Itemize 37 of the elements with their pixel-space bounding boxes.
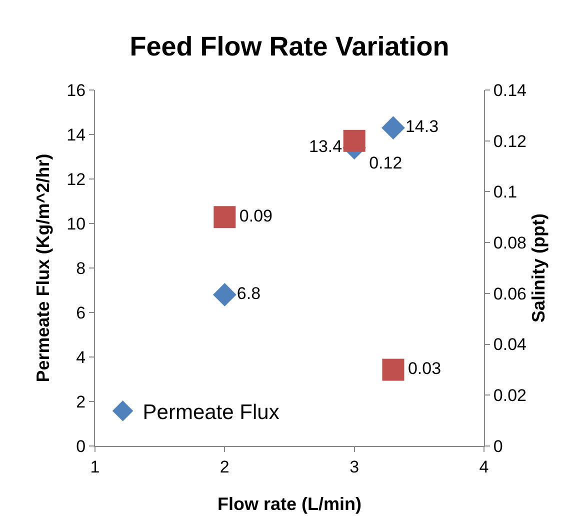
- y2-tick-label: 0: [493, 436, 503, 456]
- y-axis-title: Permeate Flux (Kg/m^2/hr): [33, 154, 53, 382]
- point: [343, 130, 366, 152]
- y-tick-label: 4: [76, 348, 86, 367]
- x-tick-label: 2: [220, 457, 230, 476]
- y-tick-label: 14: [66, 125, 86, 144]
- y-tick-label: 6: [76, 303, 86, 322]
- point: [382, 116, 405, 140]
- point: [214, 206, 236, 228]
- legend-label: Permeate Flux: [142, 401, 280, 424]
- y-tick-label: 16: [66, 80, 86, 100]
- x-tick-label: 4: [479, 457, 489, 476]
- y2-tick-label: 0.14: [493, 80, 526, 100]
- data-label: 0.09: [239, 206, 273, 226]
- y2-tick-label: 0.02: [493, 386, 526, 406]
- point: [212, 283, 236, 306]
- chart-title: Feed Flow Rate Variation: [130, 31, 450, 62]
- x-axis-title: Flow rate (L/min): [218, 494, 362, 514]
- data-label: 0.03: [408, 358, 442, 378]
- y2-tick-label: 0.12: [493, 132, 526, 151]
- data-label: 6.8: [236, 284, 261, 303]
- x-tick-label: 1: [90, 457, 100, 476]
- y2-tick-label: 0.1: [493, 182, 518, 202]
- y-tick-label: 10: [66, 214, 86, 234]
- y2-tick-label: 0.08: [493, 234, 526, 253]
- x-tick-label: 3: [350, 457, 360, 476]
- y2-tick-label: 0.04: [493, 335, 526, 354]
- y-tick-label: 0: [76, 436, 86, 456]
- y-tick-label: 8: [76, 258, 86, 278]
- y-tick-label: 12: [66, 170, 86, 189]
- y2-axis-title: Salinity (ppt): [528, 214, 548, 322]
- data-label: 14.3: [405, 117, 439, 136]
- data-label: 0.12: [369, 153, 402, 172]
- y2-tick-label: 0.06: [493, 284, 526, 304]
- point: [382, 358, 404, 381]
- y-tick-label: 2: [76, 392, 86, 412]
- data-label: 13.4: [308, 137, 342, 156]
